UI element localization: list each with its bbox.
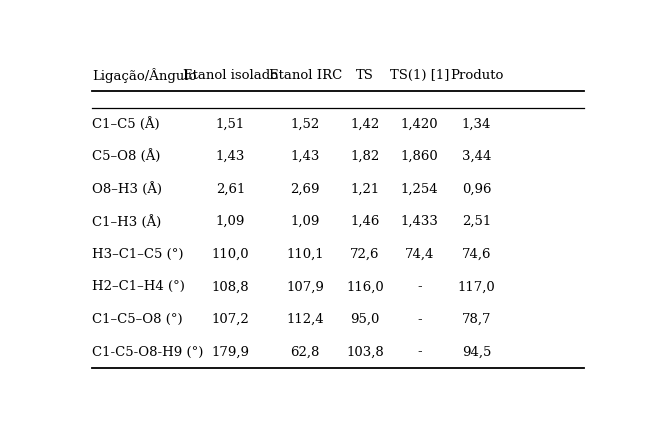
Text: 1,42: 1,42 (350, 117, 379, 130)
Text: -: - (417, 346, 422, 359)
Text: 117,0: 117,0 (458, 280, 495, 293)
Text: TS(1) [1]: TS(1) [1] (390, 68, 449, 81)
Text: 1,43: 1,43 (291, 150, 320, 163)
Text: H3–C1–C5 (°): H3–C1–C5 (°) (92, 248, 183, 261)
Text: C5–O8 (Å): C5–O8 (Å) (92, 149, 160, 163)
Text: 2,69: 2,69 (290, 183, 320, 195)
Text: 107,9: 107,9 (286, 280, 324, 293)
Text: 1,09: 1,09 (291, 215, 320, 228)
Text: H2–C1–H4 (°): H2–C1–H4 (°) (92, 280, 185, 293)
Text: 74,6: 74,6 (462, 248, 491, 261)
Text: 95,0: 95,0 (350, 313, 379, 326)
Text: 1,43: 1,43 (215, 150, 245, 163)
Text: 78,7: 78,7 (462, 313, 491, 326)
Text: 74,4: 74,4 (405, 248, 434, 261)
Text: 72,6: 72,6 (350, 248, 380, 261)
Text: C1–H3 (Å): C1–H3 (Å) (92, 215, 161, 229)
Text: 103,8: 103,8 (346, 346, 384, 359)
Text: 62,8: 62,8 (291, 346, 320, 359)
Text: 110,1: 110,1 (286, 248, 324, 261)
Text: 1,21: 1,21 (350, 183, 379, 195)
Text: Etanol IRC: Etanol IRC (269, 68, 342, 81)
Text: 94,5: 94,5 (462, 346, 491, 359)
Text: C1–C5 (Å): C1–C5 (Å) (92, 117, 160, 131)
Text: 1,860: 1,860 (401, 150, 438, 163)
Text: 116,0: 116,0 (346, 280, 384, 293)
Text: 1,433: 1,433 (400, 215, 438, 228)
Text: 2,51: 2,51 (462, 215, 491, 228)
Text: 3,44: 3,44 (462, 150, 491, 163)
Text: 108,8: 108,8 (212, 280, 249, 293)
Text: 2,61: 2,61 (215, 183, 245, 195)
Text: TS: TS (356, 68, 374, 81)
Text: 110,0: 110,0 (212, 248, 249, 261)
Text: 179,9: 179,9 (212, 346, 250, 359)
Text: 1,420: 1,420 (401, 117, 438, 130)
Text: 1,34: 1,34 (462, 117, 491, 130)
Text: -: - (417, 313, 422, 326)
Text: C1–C5–O8 (°): C1–C5–O8 (°) (92, 313, 183, 326)
Text: Produto: Produto (450, 68, 503, 81)
Text: 1,46: 1,46 (350, 215, 379, 228)
Text: O8–H3 (Å): O8–H3 (Å) (92, 182, 162, 196)
Text: 1,51: 1,51 (215, 117, 245, 130)
Text: 112,4: 112,4 (286, 313, 324, 326)
Text: 107,2: 107,2 (212, 313, 250, 326)
Text: 1,09: 1,09 (215, 215, 245, 228)
Text: 1,52: 1,52 (291, 117, 320, 130)
Text: 1,254: 1,254 (401, 183, 438, 195)
Text: -: - (417, 280, 422, 293)
Text: C1-C5-O8-H9 (°): C1-C5-O8-H9 (°) (92, 346, 204, 359)
Text: Ligação/Ângulo: Ligação/Ângulo (92, 68, 196, 83)
Text: Etanol isolado: Etanol isolado (183, 68, 278, 81)
Text: 1,82: 1,82 (350, 150, 379, 163)
Text: 0,96: 0,96 (462, 183, 491, 195)
